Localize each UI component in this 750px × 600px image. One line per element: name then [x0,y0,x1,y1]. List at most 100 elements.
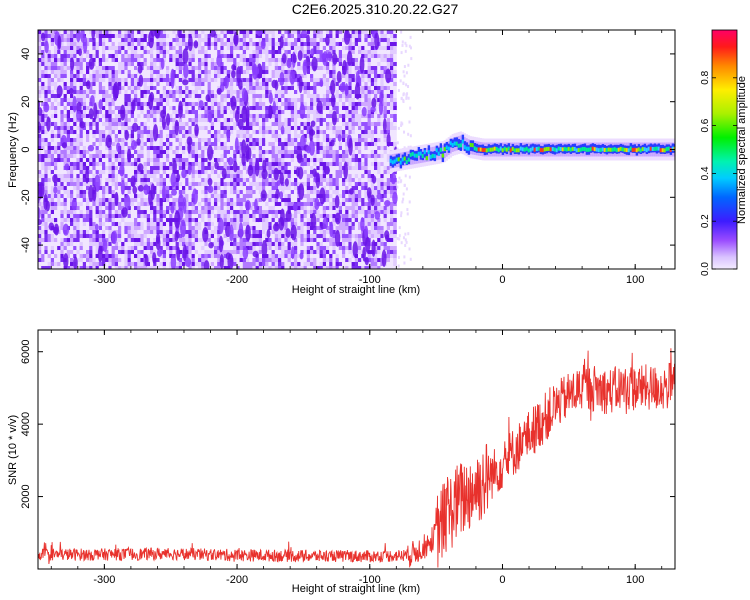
noise-cell [105,178,109,183]
noise-cell [162,262,167,267]
noise-cell [278,238,282,243]
noise-cell [258,198,263,203]
noise-cell [98,114,103,119]
noise-cell [146,54,151,59]
noise-cell [118,210,122,215]
noise-cell [290,162,295,167]
noise-cell [124,66,128,71]
noise-cell [111,198,116,203]
noise-cell [191,110,196,115]
noise-cell [169,194,173,199]
noise-cell [114,38,119,43]
noise-cell [287,106,292,111]
noise-cell [50,190,55,195]
noise-cell [146,202,151,207]
noise-cell [278,78,282,83]
noise-cell [268,86,272,91]
noise-cell [233,62,237,67]
noise-cell [191,106,196,111]
noise-cell [57,230,61,235]
noise-cell [60,126,64,131]
noise-cell [57,250,61,255]
noise-cell [92,58,96,63]
noise-cell [204,86,208,91]
noise-cell [252,150,256,155]
noise-cell [60,198,64,203]
noise-cell [118,94,122,99]
noise-cell [79,266,84,269]
noise-cell [281,242,285,247]
noise-cell [281,50,285,55]
noise-cell [220,110,224,115]
noise-cell [268,206,272,211]
noise-cell [198,158,202,163]
noise-cell [172,42,176,47]
noise-cell [242,242,247,247]
noise-cell [214,202,218,207]
noise-cell [89,34,93,39]
noise-cell [118,150,122,155]
noise-cell [105,30,109,35]
noise-cell [105,42,109,47]
noise-cell [217,170,221,175]
noise-cell [207,106,212,111]
noise-cell [95,254,100,259]
noise-cell [121,254,125,259]
noise-cell [134,106,138,111]
noise-cell [143,246,148,251]
noise-cell [223,210,228,215]
noise-cell [246,258,250,263]
noise-cell [79,70,84,75]
noise-cell [255,190,260,195]
noise-cell [124,102,128,107]
noise-cell [166,94,170,99]
noise-cell [166,202,170,207]
noise-cell [262,102,266,107]
noise-cell [191,118,196,123]
noise-cell [290,34,295,39]
noise-cell [252,242,256,247]
noise-cell [57,158,61,163]
noise-cell [86,254,90,259]
noise-cell [284,250,288,255]
noise-cell [102,154,106,159]
noise-cell [214,190,218,195]
noise-cell [169,142,173,147]
noise-cell [204,138,208,143]
noise-cell [249,70,253,75]
noise-cell [268,222,272,227]
noise-cell [108,206,112,211]
noise-cell [284,126,288,131]
noise-cell [262,74,266,79]
noise-cell [50,238,55,243]
noise-cell [108,58,112,63]
noise-cell [124,42,128,47]
noise-cell [214,198,218,203]
noise-cell [185,94,189,99]
noise-cell [220,146,224,151]
noise-cell [258,42,263,47]
noise-cell [54,98,58,103]
noise-cell [134,238,138,243]
noise-cell [121,90,125,95]
noise-cell [140,234,144,239]
noise-cell [191,90,196,95]
noise-cell [79,142,84,147]
noise-cell [79,158,84,163]
noise-cell [175,82,180,87]
noise-cell [246,54,250,59]
noise-cell [249,226,253,231]
noise-cell [57,54,61,59]
noise-cell [223,158,228,163]
noise-cell [82,70,87,75]
noise-cell [73,74,77,79]
noise-cell [70,102,74,107]
noise-cell [233,222,237,227]
noise-cell [156,62,160,67]
noise-cell [214,222,218,227]
noise-cell [278,118,282,123]
noise-cell [214,178,218,183]
noise-cell [153,202,157,207]
noise-cell [44,242,48,247]
noise-cell [198,34,202,39]
